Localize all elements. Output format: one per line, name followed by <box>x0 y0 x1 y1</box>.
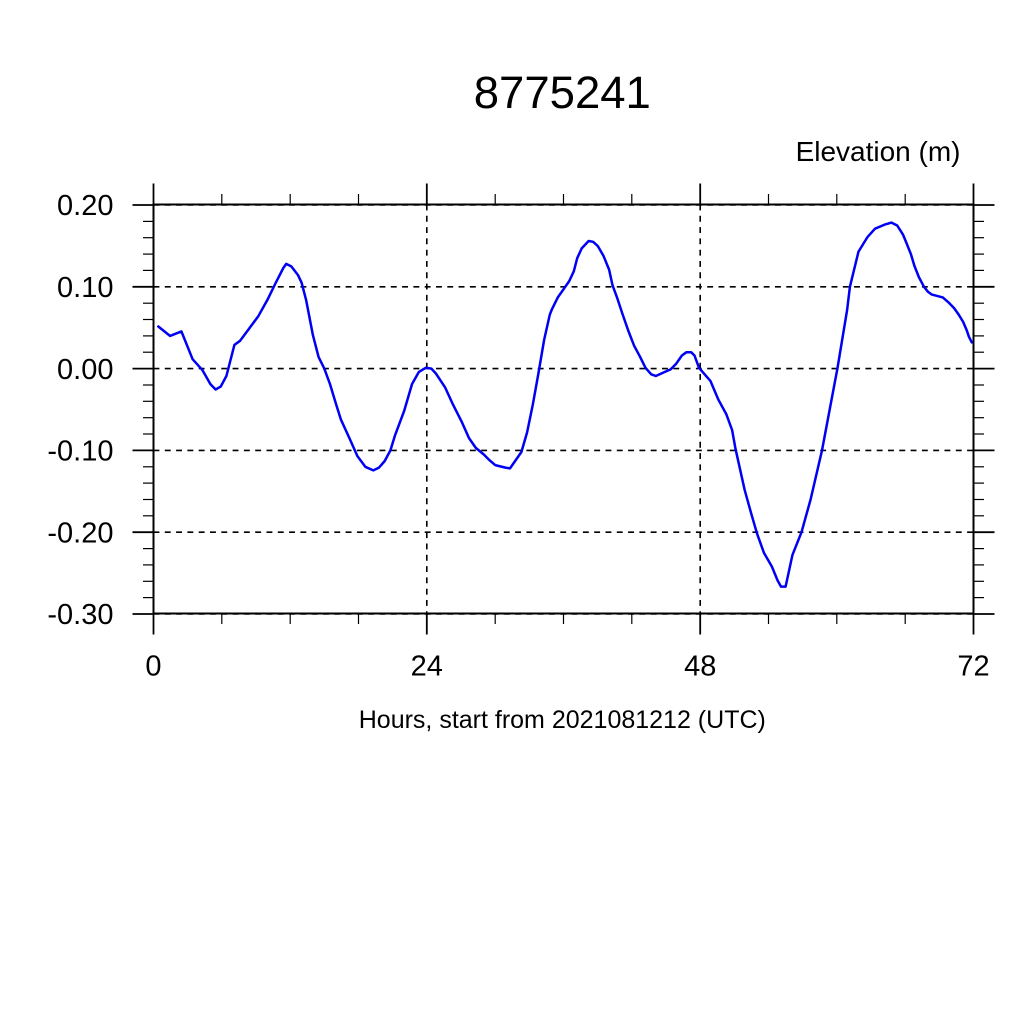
svg-text:0.10: 0.10 <box>57 272 113 304</box>
svg-text:8775241: 8775241 <box>474 67 651 118</box>
svg-text:-0.10: -0.10 <box>47 436 113 468</box>
svg-text:24: 24 <box>411 650 443 682</box>
svg-text:-0.20: -0.20 <box>47 517 113 549</box>
svg-text:0: 0 <box>145 650 161 682</box>
svg-text:0.20: 0.20 <box>57 190 113 222</box>
svg-text:Hours, start from 2021081212 (: Hours, start from 2021081212 (UTC) <box>359 706 766 734</box>
svg-text:-0.30: -0.30 <box>47 599 113 631</box>
svg-text:72: 72 <box>957 650 989 682</box>
svg-text:Elevation (m): Elevation (m) <box>796 136 961 167</box>
svg-text:0.00: 0.00 <box>57 354 113 386</box>
svg-text:48: 48 <box>684 650 716 682</box>
